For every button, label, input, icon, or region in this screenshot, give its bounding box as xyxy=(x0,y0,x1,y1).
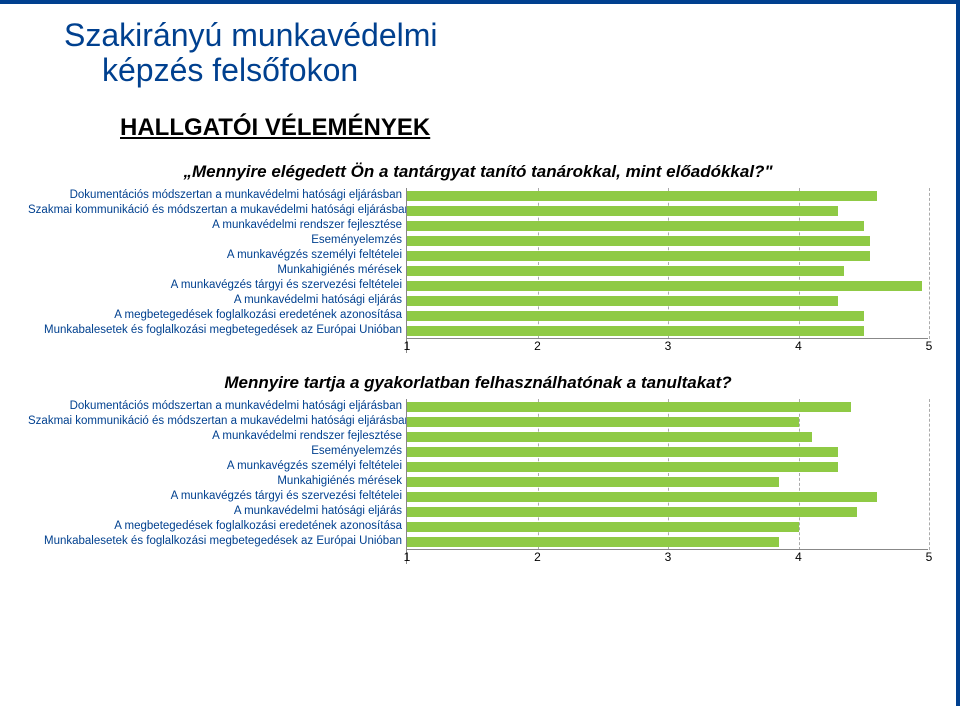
chart2-bar-row xyxy=(407,399,928,414)
chart2-bar xyxy=(407,522,799,532)
chart2-bar-row xyxy=(407,474,928,489)
chart1-bar-row xyxy=(407,203,928,218)
chart1-label: A munkavédelmi rendszer fejlesztése xyxy=(28,218,406,233)
chart2-bar-row xyxy=(407,489,928,504)
chart2-gridline xyxy=(929,399,930,550)
chart2-label: A megbetegedések foglalkozási eredetének… xyxy=(28,519,406,534)
chart1-bar xyxy=(407,251,870,261)
chart1-bar xyxy=(407,296,838,306)
page-title: Szakirányú munkavédelmi képzés felsőfoko… xyxy=(0,4,956,88)
chart2-bar-row xyxy=(407,534,928,549)
chart2-bar-row xyxy=(407,519,928,534)
chart2-question: Mennyire tartja a gyakorlatban felhaszná… xyxy=(0,373,956,393)
chart1-bar xyxy=(407,326,864,336)
chart2-label: Eseményelemzés xyxy=(28,444,406,459)
chart2-bar xyxy=(407,507,857,517)
chart2-bar xyxy=(407,477,779,487)
chart2-label: A munkavégzés tárgyi és szervezési felté… xyxy=(28,489,406,504)
chart1-question: „Mennyire elégedett Ön a tantárgyat taní… xyxy=(0,162,956,182)
chart1-bar-row xyxy=(407,248,928,263)
chart2-tick-label: 3 xyxy=(665,550,672,564)
section-heading: HALLGATÓI VÉLEMÉNYEK xyxy=(120,114,956,142)
chart2-bar xyxy=(407,447,838,457)
chart1-label: Munkabalesetek és foglalkozási megbetege… xyxy=(28,323,406,338)
chart1-bar-row xyxy=(407,218,928,233)
chart1-gridline xyxy=(929,188,930,339)
chart2: Dokumentációs módszertan a munkavédelmi … xyxy=(28,399,928,564)
chart2-bar-row xyxy=(407,504,928,519)
chart1-label: Szakmai kommunikáció és módszertan a muk… xyxy=(28,203,406,218)
chart1-label: A munkavégzés személyi feltételei xyxy=(28,248,406,263)
chart1-bar-row xyxy=(407,308,928,323)
chart2-bar xyxy=(407,537,779,547)
chart2-bar xyxy=(407,417,799,427)
title-line-1: Szakirányú munkavédelmi xyxy=(64,18,956,53)
chart2-bar xyxy=(407,492,877,502)
chart1-label: Dokumentációs módszertan a munkavédelmi … xyxy=(28,188,406,203)
chart1-bar-row xyxy=(407,233,928,248)
chart2-bar xyxy=(407,462,838,472)
chart1-bar xyxy=(407,191,877,201)
chart1-bar-row xyxy=(407,278,928,293)
chart2-bar-row xyxy=(407,459,928,474)
chart1-label: Munkahigiénés mérések xyxy=(28,263,406,278)
chart1-bar-row xyxy=(407,293,928,308)
chart1-bar xyxy=(407,206,838,216)
chart1-bar xyxy=(407,266,844,276)
chart1-tick-label: 1 xyxy=(404,339,411,353)
chart1-tick-label: 4 xyxy=(795,339,802,353)
chart2-label: Dokumentációs módszertan a munkavédelmi … xyxy=(28,399,406,414)
chart1-bar-row xyxy=(407,323,928,338)
chart2-label: Szakmai kommunikáció és módszertan a muk… xyxy=(28,414,406,429)
chart2-tick-label: 2 xyxy=(534,550,541,564)
chart1-tick-label: 2 xyxy=(534,339,541,353)
chart2-bar xyxy=(407,402,851,412)
chart2-bar xyxy=(407,432,812,442)
chart2-label: A munkavégzés személyi feltételei xyxy=(28,459,406,474)
chart1-bar xyxy=(407,221,864,231)
chart1-tick-label: 5 xyxy=(926,339,933,353)
chart2-label: Munkahigiénés mérések xyxy=(28,474,406,489)
chart2-tick-label: 4 xyxy=(795,550,802,564)
chart2-bar-row xyxy=(407,444,928,459)
chart2-tick-label: 1 xyxy=(404,550,411,564)
chart2-label: Munkabalesetek és foglalkozási megbetege… xyxy=(28,534,406,549)
chart1-label: Eseményelemzés xyxy=(28,233,406,248)
chart1: Dokumentációs módszertan a munkavédelmi … xyxy=(28,188,928,353)
chart1-bar xyxy=(407,311,864,321)
chart1-label: A munkavégzés tárgyi és szervezési felté… xyxy=(28,278,406,293)
chart2-label: A munkavédelmi hatósági eljárás xyxy=(28,504,406,519)
chart1-label: A megbetegedések foglalkozási eredetének… xyxy=(28,308,406,323)
chart2-tick-label: 5 xyxy=(926,550,933,564)
chart2-bar-row xyxy=(407,414,928,429)
chart1-bar xyxy=(407,281,922,291)
chart2-bar-row xyxy=(407,429,928,444)
title-line-2: képzés felsőfokon xyxy=(64,53,956,88)
chart1-label: A munkavédelmi hatósági eljárás xyxy=(28,293,406,308)
chart1-tick-label: 3 xyxy=(665,339,672,353)
chart1-bar-row xyxy=(407,263,928,278)
chart2-label: A munkavédelmi rendszer fejlesztése xyxy=(28,429,406,444)
chart1-bar-row xyxy=(407,188,928,203)
chart1-bar xyxy=(407,236,870,246)
